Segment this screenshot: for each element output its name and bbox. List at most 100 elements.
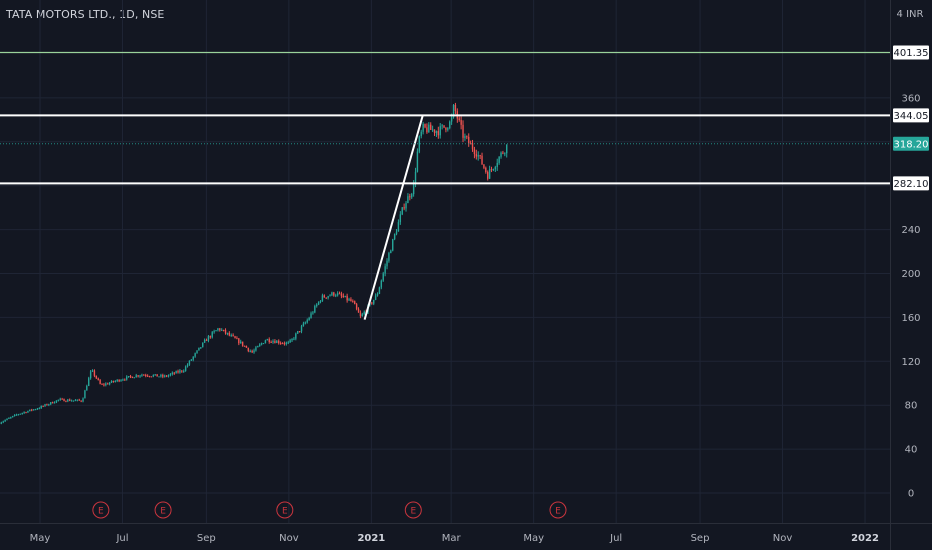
candle	[400, 211, 401, 225]
candle-body	[274, 341, 275, 343]
candle-body	[251, 351, 252, 352]
candle	[491, 167, 492, 172]
candle	[251, 350, 252, 353]
candle-body	[35, 409, 36, 410]
candle	[236, 336, 237, 339]
candle	[117, 379, 118, 382]
candle	[166, 375, 167, 377]
candle	[390, 250, 391, 254]
candle-body	[191, 360, 192, 361]
candle-body	[147, 376, 148, 377]
candle	[289, 339, 290, 343]
candle	[198, 348, 199, 351]
candle	[394, 233, 395, 240]
candle	[177, 370, 178, 374]
candle-body	[101, 384, 102, 385]
candle-body	[434, 130, 435, 133]
candle-body	[109, 383, 110, 384]
earnings-marker[interactable]: E	[93, 502, 109, 518]
earnings-marker[interactable]: E	[550, 502, 566, 518]
x-tick-label: Sep	[691, 533, 710, 544]
last-price-label: 318.20	[893, 137, 929, 151]
candle	[183, 369, 184, 372]
candle	[22, 413, 23, 415]
candle	[151, 376, 152, 377]
candle	[41, 405, 42, 409]
candle	[407, 193, 408, 203]
candle	[60, 398, 61, 401]
candle-body	[443, 125, 444, 127]
candle-body	[82, 398, 83, 401]
candle	[388, 252, 389, 263]
candle	[371, 302, 372, 305]
candle-body	[3, 421, 4, 422]
level-price-label: 282.10	[893, 176, 929, 190]
candle	[50, 402, 51, 405]
candle-body	[174, 373, 175, 374]
candle-body	[409, 196, 410, 197]
x-tick-label: 2022	[851, 533, 879, 544]
candle-body	[132, 377, 133, 378]
earnings-marker-label: E	[282, 507, 288, 517]
candle-body	[23, 412, 24, 413]
candle	[156, 374, 157, 376]
candle	[253, 349, 254, 354]
candle	[23, 411, 24, 414]
x-tick-label: May	[30, 533, 51, 544]
candle	[63, 399, 64, 402]
candle	[103, 383, 104, 386]
candle	[210, 336, 211, 339]
candle	[139, 375, 140, 378]
candle	[481, 153, 482, 165]
candle-body	[61, 399, 62, 400]
earnings-marker[interactable]: E	[155, 502, 171, 518]
candle	[417, 148, 418, 172]
y-tick-label: 80	[905, 401, 918, 412]
y-tick-label: 120	[901, 357, 920, 368]
candle	[479, 155, 480, 159]
candle-body	[504, 153, 505, 154]
candle	[472, 140, 473, 152]
x-tick-label: Jul	[609, 533, 622, 544]
earnings-marker[interactable]: E	[405, 502, 421, 518]
candle	[73, 400, 74, 401]
candle-body	[491, 169, 492, 170]
candle-body	[181, 371, 182, 372]
candle	[99, 379, 100, 384]
candle-body	[405, 203, 406, 208]
candle	[483, 164, 484, 169]
candle-body	[348, 299, 349, 300]
candle	[86, 385, 87, 391]
candle	[468, 133, 469, 147]
candle	[212, 331, 213, 339]
candle-body	[58, 400, 59, 401]
candle-body	[329, 295, 330, 296]
candle	[191, 359, 192, 361]
candle-body	[128, 376, 129, 377]
candle	[459, 116, 460, 121]
candle	[107, 383, 108, 385]
candles	[0, 103, 507, 424]
grid-lines	[0, 0, 890, 523]
candle	[84, 390, 85, 399]
candle-body	[217, 328, 218, 330]
candle	[434, 129, 435, 136]
trendline	[365, 115, 423, 319]
candle-body	[39, 408, 40, 409]
candle	[411, 193, 412, 199]
candle-body	[189, 361, 190, 365]
candle	[90, 370, 91, 380]
candle	[462, 120, 463, 142]
candle	[348, 298, 349, 301]
candle-body	[307, 320, 308, 322]
candle	[350, 297, 351, 301]
candle	[122, 379, 123, 381]
candle	[65, 400, 66, 402]
candle	[213, 330, 214, 334]
candle-body	[194, 353, 195, 356]
candle-body	[80, 401, 81, 402]
earnings-marker[interactable]: E	[277, 502, 293, 518]
candle	[101, 383, 102, 385]
